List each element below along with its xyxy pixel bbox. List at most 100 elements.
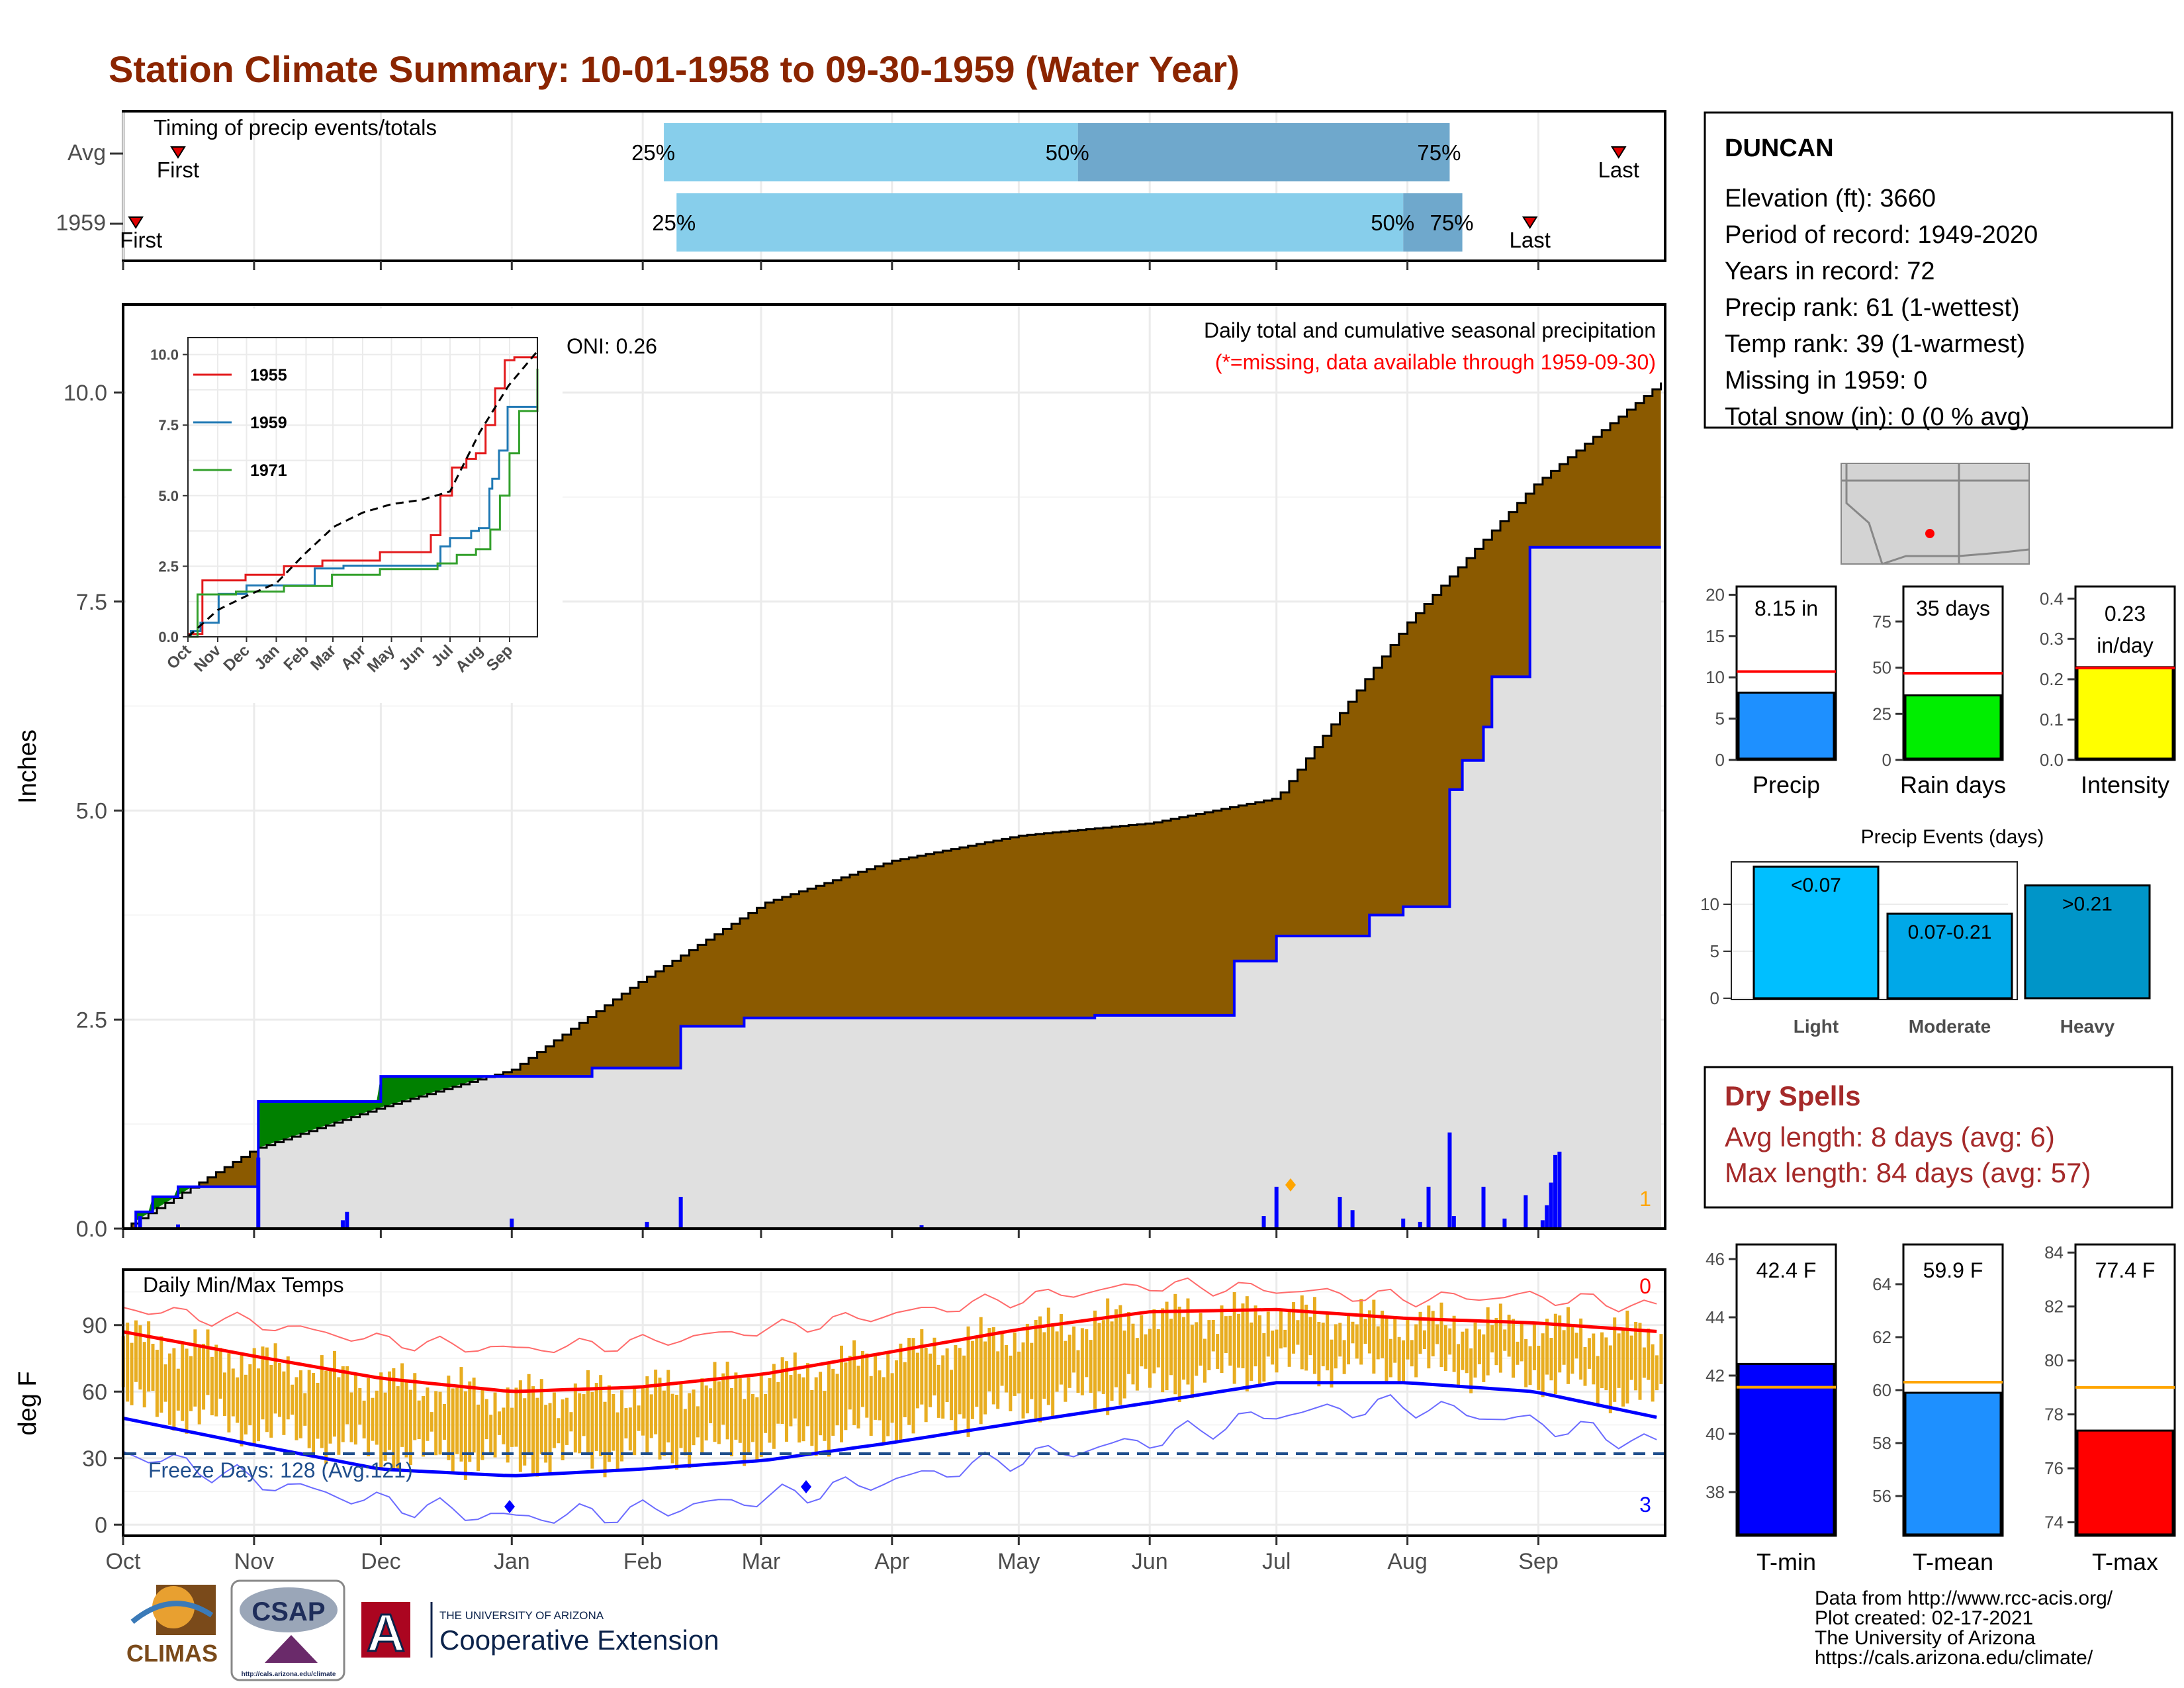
daily-temp-bar bbox=[1473, 1323, 1477, 1378]
precip-events-bar-label: <0.07 bbox=[1791, 874, 1841, 896]
daily-temp-bar bbox=[1312, 1297, 1316, 1374]
station-info-box: DUNCAN Elevation (ft): 3660 Period of re… bbox=[1704, 111, 2173, 431]
daily-temp-bar bbox=[1232, 1291, 1236, 1384]
precip-panel-header: Daily total and cumulative seasonal prec… bbox=[1204, 318, 1656, 342]
daily-temp-bar bbox=[785, 1361, 789, 1442]
daily-temp-bar bbox=[819, 1372, 823, 1436]
daily-temp-bar bbox=[214, 1344, 218, 1417]
daily-temp-bar bbox=[1068, 1335, 1071, 1388]
daily-temp-bar bbox=[1275, 1329, 1279, 1373]
daily-temp-bar bbox=[320, 1355, 324, 1448]
daily-temp-bar bbox=[1516, 1341, 1520, 1365]
daily-precip-bar bbox=[256, 1157, 261, 1229]
dry-spells-frame bbox=[1704, 1066, 2173, 1209]
daily-temp-bar bbox=[1511, 1319, 1515, 1378]
daily-temp-bar bbox=[590, 1391, 594, 1469]
daily-temp-bar bbox=[696, 1406, 700, 1438]
avg-min-line bbox=[122, 1381, 1657, 1477]
daily-temp-bar bbox=[307, 1370, 311, 1448]
daily-temp-bar bbox=[1482, 1334, 1486, 1382]
daily-temp-bar bbox=[692, 1389, 696, 1446]
daily-temp-bar bbox=[1541, 1333, 1545, 1397]
precip-events-category: Moderate bbox=[1909, 1016, 1991, 1037]
daily-temp-bar bbox=[1410, 1340, 1414, 1367]
daily-temp-bar bbox=[400, 1363, 404, 1447]
daily-temp-bar bbox=[755, 1397, 759, 1462]
inset-y-tick-label: 2.5 bbox=[158, 558, 179, 575]
year-timing-bar-50-75 bbox=[1403, 193, 1463, 252]
state-border-az bbox=[1845, 463, 1884, 565]
daily-temp-bar bbox=[1140, 1315, 1144, 1367]
daily-temp-bar bbox=[1199, 1313, 1203, 1366]
year-first-marker bbox=[128, 216, 144, 229]
daily-temp-bar bbox=[527, 1374, 531, 1454]
daily-precip-bar bbox=[1553, 1154, 1558, 1229]
daily-temp-bar bbox=[654, 1370, 658, 1434]
temp-summary-tick-label: 76 bbox=[2044, 1458, 2064, 1478]
daily-temp-bar bbox=[159, 1336, 163, 1413]
daily-temp-bar bbox=[1321, 1323, 1325, 1366]
daily-temp-bar bbox=[713, 1362, 717, 1442]
daily-temp-bar bbox=[417, 1400, 421, 1440]
daily-temp-bar bbox=[805, 1363, 809, 1427]
inset-line-avg bbox=[187, 350, 539, 638]
daily-temp-bar bbox=[206, 1329, 210, 1395]
temp-summary-tick-label: 84 bbox=[2044, 1243, 2064, 1262]
daily-temp-bar bbox=[1524, 1338, 1528, 1387]
summary-bar-tick-label: 0.1 bbox=[2040, 710, 2064, 729]
summary-bar-rain-days bbox=[1904, 694, 2002, 760]
precip-missing-count: 1 bbox=[1639, 1187, 1651, 1211]
daily-temp-bar bbox=[679, 1382, 683, 1448]
daily-temp-bar bbox=[197, 1347, 201, 1425]
daily-temp-bar bbox=[1490, 1325, 1494, 1353]
daily-temp-bar bbox=[1443, 1325, 1447, 1371]
daily-temp-bar bbox=[1376, 1326, 1380, 1360]
precip-y-tick-label: 5.0 bbox=[76, 799, 107, 824]
daily-temp-bar bbox=[582, 1394, 586, 1436]
daily-temp-bar bbox=[1279, 1309, 1283, 1349]
daily-temp-bar bbox=[734, 1372, 738, 1440]
daily-temp-bar bbox=[764, 1393, 768, 1433]
daily-precip-bar bbox=[1549, 1182, 1553, 1229]
daily-temp-bar bbox=[1101, 1320, 1105, 1394]
daily-temp-bar bbox=[1042, 1332, 1046, 1399]
daily-temp-bar bbox=[1207, 1320, 1211, 1370]
daily-temp-bar bbox=[949, 1370, 953, 1421]
daily-temp-bar bbox=[751, 1393, 754, 1442]
record-max-line bbox=[122, 1277, 1657, 1354]
daily-temp-bar bbox=[434, 1391, 438, 1456]
daily-temp-bar bbox=[1638, 1323, 1642, 1400]
daily-temp-bar bbox=[915, 1352, 919, 1409]
avg-q50-label: 50% bbox=[1046, 140, 1089, 165]
daily-temp-bar bbox=[341, 1366, 345, 1442]
daily-temp-bar bbox=[1131, 1323, 1135, 1385]
daily-temp-bar bbox=[586, 1370, 590, 1454]
daily-temp-bar bbox=[1625, 1310, 1629, 1404]
daily-temp-bar bbox=[987, 1328, 991, 1392]
daily-temp-bar bbox=[1228, 1315, 1232, 1366]
inset-line-1959 bbox=[188, 406, 537, 638]
daily-temp-bar bbox=[138, 1325, 142, 1390]
avg-first-label: First bbox=[157, 158, 199, 182]
daily-temp-bar bbox=[1422, 1330, 1426, 1350]
daily-temp-bar bbox=[793, 1352, 797, 1419]
daily-temp-bar bbox=[1486, 1307, 1490, 1376]
daily-temp-bar bbox=[477, 1404, 480, 1472]
daily-temp-bar bbox=[328, 1368, 332, 1444]
daily-precip-bar bbox=[1481, 1186, 1486, 1229]
precip-events-bar-light bbox=[1752, 865, 1880, 1000]
temp-summary-value: 42.4 F bbox=[1756, 1258, 1817, 1282]
daily-temp-bar bbox=[1528, 1346, 1532, 1385]
daily-temp-bar bbox=[903, 1362, 907, 1417]
inset-legend-label: 1959 bbox=[250, 414, 287, 432]
daily-temp-bar bbox=[1461, 1331, 1465, 1370]
daily-temp-bar bbox=[1494, 1317, 1498, 1366]
daily-temp-bar bbox=[747, 1377, 751, 1454]
summary-bar-tick-label: 0 bbox=[1882, 750, 1891, 770]
avg-timing-bar-50-75 bbox=[1077, 123, 1450, 181]
daily-temp-bar bbox=[1257, 1315, 1261, 1385]
daily-temp-bar bbox=[890, 1373, 894, 1423]
summary-bar-tick-label: 5 bbox=[1715, 709, 1725, 729]
daily-temp-bar bbox=[557, 1418, 561, 1444]
daily-temp-bar bbox=[1385, 1318, 1388, 1383]
